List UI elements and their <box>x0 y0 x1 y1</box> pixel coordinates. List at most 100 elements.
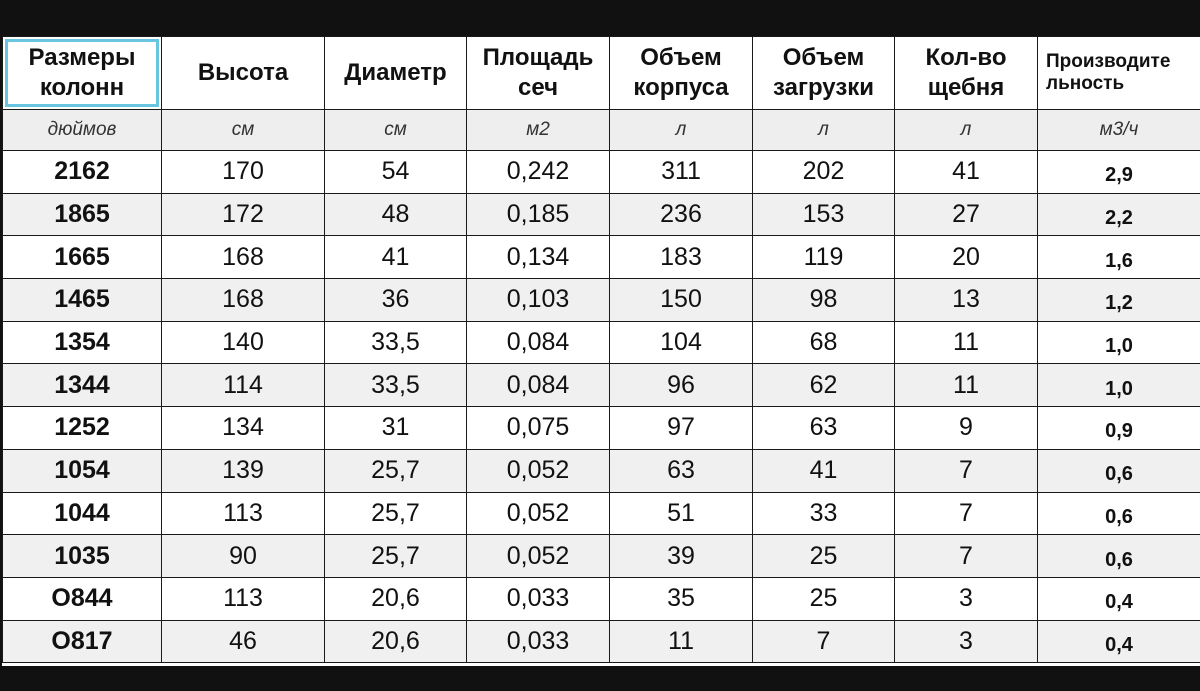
cell-performance[interactable]: 2,9 <box>1037 150 1200 194</box>
cell-diameter[interactable]: 48 <box>324 192 467 237</box>
cell-body-volume[interactable]: 35 <box>609 576 753 621</box>
cell-performance[interactable]: 1,0 <box>1037 363 1200 408</box>
cell-height[interactable]: 140 <box>161 320 325 365</box>
cell-size[interactable]: 1865 <box>2 192 162 237</box>
header-cell-size[interactable]: Размеры колонн <box>2 36 162 110</box>
cell-gravel-amount[interactable]: 13 <box>894 278 1038 322</box>
cell-area[interactable]: 0,075 <box>466 406 610 450</box>
cell-area[interactable]: 0,052 <box>466 491 610 536</box>
cell-performance[interactable]: 0,4 <box>1037 619 1200 664</box>
cell-body-volume[interactable]: 39 <box>609 534 753 578</box>
cell-height[interactable]: 168 <box>161 235 325 280</box>
cell-body-volume[interactable]: 104 <box>609 320 753 365</box>
cell-size[interactable]: 1465 <box>2 278 162 322</box>
unit-cell[interactable]: дюймов <box>2 109 162 151</box>
cell-body-volume[interactable]: 96 <box>609 363 753 408</box>
cell-height[interactable]: 113 <box>161 491 325 536</box>
cell-performance[interactable]: 1,0 <box>1037 320 1200 365</box>
cell-performance[interactable]: 0,6 <box>1037 534 1200 578</box>
cell-performance[interactable]: 0,9 <box>1037 406 1200 450</box>
cell-body-volume[interactable]: 183 <box>609 235 753 280</box>
cell-load-volume[interactable]: 98 <box>752 278 895 322</box>
cell-body-volume[interactable]: 150 <box>609 278 753 322</box>
cell-body-volume[interactable]: 97 <box>609 406 753 450</box>
cell-area[interactable]: 0,134 <box>466 235 610 280</box>
cell-load-volume[interactable]: 33 <box>752 491 895 536</box>
unit-cell[interactable]: см <box>161 109 325 151</box>
cell-gravel-amount[interactable]: 41 <box>894 150 1038 194</box>
cell-body-volume[interactable]: 51 <box>609 491 753 536</box>
cell-diameter[interactable]: 33,5 <box>324 320 467 365</box>
cell-performance[interactable]: 0,6 <box>1037 448 1200 493</box>
unit-cell[interactable]: л <box>752 109 895 151</box>
cell-gravel-amount[interactable]: 3 <box>894 576 1038 621</box>
cell-area[interactable]: 0,033 <box>466 619 610 664</box>
cell-height[interactable]: 170 <box>161 150 325 194</box>
cell-performance[interactable]: 0,4 <box>1037 576 1200 621</box>
header-cell-height[interactable]: Высота <box>161 36 325 110</box>
cell-diameter[interactable]: 41 <box>324 235 467 280</box>
cell-load-volume[interactable]: 202 <box>752 150 895 194</box>
cell-gravel-amount[interactable]: 11 <box>894 320 1038 365</box>
cell-body-volume[interactable]: 63 <box>609 448 753 493</box>
cell-height[interactable]: 90 <box>161 534 325 578</box>
cell-load-volume[interactable]: 153 <box>752 192 895 237</box>
cell-area[interactable]: 0,185 <box>466 192 610 237</box>
cell-size[interactable]: 1665 <box>2 235 162 280</box>
cell-gravel-amount[interactable]: 27 <box>894 192 1038 237</box>
header-cell-performance[interactable]: Производите льность <box>1037 36 1200 110</box>
cell-size[interactable]: O817 <box>2 619 162 664</box>
cell-gravel-amount[interactable]: 3 <box>894 619 1038 664</box>
cell-size[interactable]: 2162 <box>2 150 162 194</box>
cell-load-volume[interactable]: 41 <box>752 448 895 493</box>
unit-cell[interactable]: л <box>609 109 753 151</box>
unit-cell[interactable]: м2 <box>466 109 610 151</box>
cell-body-volume[interactable]: 311 <box>609 150 753 194</box>
cell-load-volume[interactable]: 62 <box>752 363 895 408</box>
cell-area[interactable]: 0,052 <box>466 448 610 493</box>
cell-size[interactable]: O844 <box>2 576 162 621</box>
cell-load-volume[interactable]: 119 <box>752 235 895 280</box>
cell-height[interactable]: 172 <box>161 192 325 237</box>
cell-area[interactable]: 0,084 <box>466 363 610 408</box>
cell-gravel-amount[interactable]: 7 <box>894 448 1038 493</box>
header-cell-load-volume[interactable]: Объем загрузки <box>752 36 895 110</box>
cell-diameter[interactable]: 20,6 <box>324 576 467 621</box>
cell-height[interactable]: 114 <box>161 363 325 408</box>
cell-height[interactable]: 134 <box>161 406 325 450</box>
cell-gravel-amount[interactable]: 9 <box>894 406 1038 450</box>
cell-diameter[interactable]: 54 <box>324 150 467 194</box>
cell-area[interactable]: 0,084 <box>466 320 610 365</box>
cell-gravel-amount[interactable]: 11 <box>894 363 1038 408</box>
unit-cell[interactable]: см <box>324 109 467 151</box>
cell-load-volume[interactable]: 68 <box>752 320 895 365</box>
cell-size[interactable]: 1354 <box>2 320 162 365</box>
cell-diameter[interactable]: 25,7 <box>324 491 467 536</box>
cell-gravel-amount[interactable]: 7 <box>894 534 1038 578</box>
cell-area[interactable]: 0,103 <box>466 278 610 322</box>
header-cell-area[interactable]: Площадь сеч <box>466 36 610 110</box>
cell-body-volume[interactable]: 236 <box>609 192 753 237</box>
cell-body-volume[interactable]: 11 <box>609 619 753 664</box>
unit-cell[interactable]: л <box>894 109 1038 151</box>
cell-performance[interactable]: 1,2 <box>1037 278 1200 322</box>
cell-area[interactable]: 0,242 <box>466 150 610 194</box>
cell-diameter[interactable]: 36 <box>324 278 467 322</box>
cell-area[interactable]: 0,033 <box>466 576 610 621</box>
cell-size[interactable]: 1044 <box>2 491 162 536</box>
cell-performance[interactable]: 1,6 <box>1037 235 1200 280</box>
cell-size[interactable]: 1344 <box>2 363 162 408</box>
cell-size[interactable]: 1035 <box>2 534 162 578</box>
cell-height[interactable]: 168 <box>161 278 325 322</box>
unit-cell[interactable]: м3/ч <box>1037 109 1200 151</box>
cell-height[interactable]: 113 <box>161 576 325 621</box>
cell-load-volume[interactable]: 25 <box>752 534 895 578</box>
cell-height[interactable]: 139 <box>161 448 325 493</box>
cell-diameter[interactable]: 31 <box>324 406 467 450</box>
cell-diameter[interactable]: 33,5 <box>324 363 467 408</box>
header-cell-body-volume[interactable]: Объем корпуса <box>609 36 753 110</box>
cell-load-volume[interactable]: 25 <box>752 576 895 621</box>
cell-load-volume[interactable]: 7 <box>752 619 895 664</box>
cell-gravel-amount[interactable]: 7 <box>894 491 1038 536</box>
cell-performance[interactable]: 0,6 <box>1037 491 1200 536</box>
